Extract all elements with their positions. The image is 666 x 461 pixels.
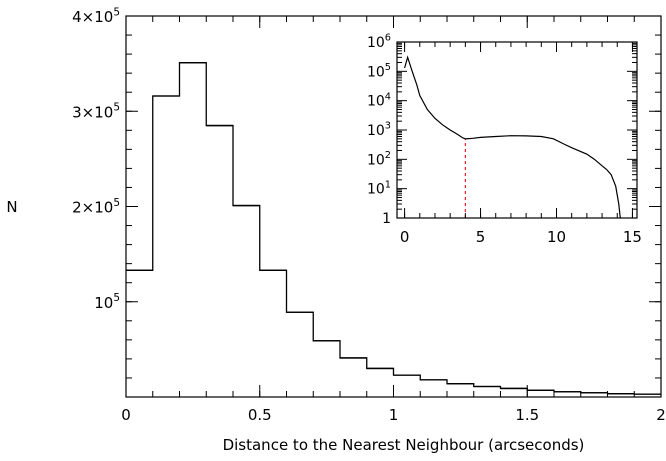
chart_data.0-y-tick-mantissa: 2×10 [72,199,113,217]
inset-x-tick-label: 5 [476,228,486,246]
main-x-tick-label: 1.5 [515,406,539,424]
inset-y-tick-label: 104 [367,91,391,109]
chart_data.0-y-tick-mantissa: 4×10 [72,8,113,26]
chart_data.0-y-tick-exponent: 5 [113,102,120,114]
main-y-tick-label: 2×105 [72,197,120,217]
chart_data.1-y-tick-exponent: 6 [385,33,391,44]
main-y-tick-label: 105 [94,292,120,312]
chart_data.1-y-tick-mantissa: 10 [367,152,385,168]
main-y-tick-label: 3×105 [72,102,120,122]
chart_data.1-y-tick-mantissa: 10 [367,123,385,139]
main-x-tick-label: 0 [121,406,131,424]
chart_data.1-y-tick-mantissa: 10 [367,94,385,110]
main-y-tick-label: 4×105 [72,6,120,26]
inset-y-tick-label: 105 [367,62,391,80]
chart_data.1-y-tick-exponent: 2 [385,150,391,161]
inset-y-tick-label: 102 [367,150,391,168]
inset-x-tick-label: 0 [400,228,410,246]
main-y-axis-label: N [6,198,17,216]
inset-background [397,42,637,218]
chart_data.0-y-tick-mantissa: 10 [94,294,113,312]
chart_data.1-y-tick-exponent: 5 [385,62,391,73]
inset-y-tick-label: 103 [367,121,391,139]
inset-series-line [404,55,621,219]
main-x-tick-label: 0.5 [248,406,272,424]
chart_data.1-y-tick-exponent: 4 [385,91,391,102]
main-x-axis-label: Distance to the Nearest Neighbour (arcse… [223,436,585,454]
chart_data.1-y-tick-exponent: 1 [385,179,391,190]
main-x-tick-label: 2 [656,406,666,424]
inset-x-tick-label: 15 [623,228,642,246]
inset-x-tick-label: 10 [547,228,566,246]
inset-y-tick-label: 1 [382,211,391,227]
chart_data.0-y-tick-mantissa: 3×10 [72,103,113,121]
inset-y-tick-label: 101 [367,179,391,197]
inset-y-tick-label: 106 [367,33,391,51]
chart_data.1-y-tick-mantissa: 1 [382,211,391,227]
chart_data.0-y-tick-exponent: 5 [113,6,120,18]
chart_data.0-y-tick-exponent: 5 [113,197,120,209]
chart_data.1-y-tick-mantissa: 10 [367,64,385,80]
chart_data.1-y-tick-exponent: 3 [385,121,391,132]
chart_data.1-y-tick-mantissa: 10 [367,35,385,51]
chart_data.0-y-tick-exponent: 5 [113,292,120,304]
main-x-tick-label: 1 [389,406,399,424]
chart_data.1-y-tick-mantissa: 10 [367,182,385,198]
